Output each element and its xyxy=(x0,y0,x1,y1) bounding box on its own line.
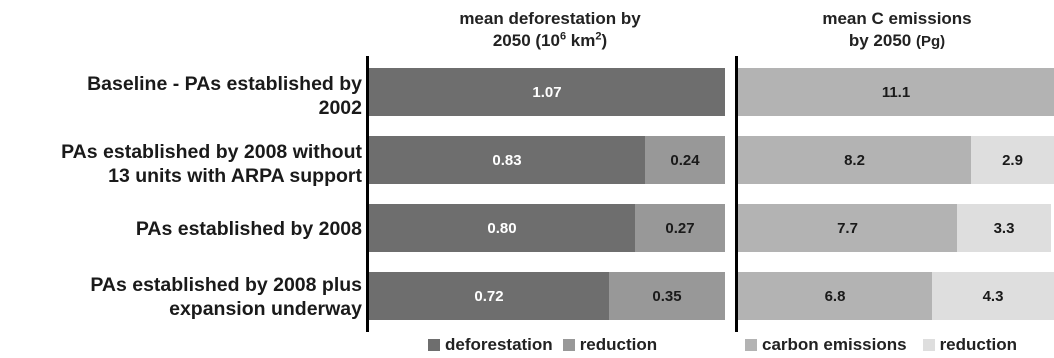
row-label-without-arpa: PAs established by 2008 without 13 units… xyxy=(0,140,362,188)
deforestation-legend: deforestation reduction xyxy=(428,335,667,355)
row-label-expansion: PAs established by 2008 plus expansion u… xyxy=(0,273,362,321)
deforestation-bar-deforestation-row-2 xyxy=(369,136,645,184)
legend-label-emissions-reduction: reduction xyxy=(939,335,1018,354)
legend-swatch-reduction xyxy=(562,339,575,351)
legend-label-deforestation: deforestation xyxy=(445,335,553,354)
emissions-data-label-carbon-emissions-row-4: 6.8 xyxy=(824,287,846,305)
deforestation-axis-line xyxy=(366,56,369,332)
deforestation-bar-deforestation-row-4 xyxy=(369,272,609,320)
legend-swatch-deforestation xyxy=(428,339,440,351)
deforestation-data-label-deforestation-row-1: 1.07 xyxy=(532,83,562,101)
deforestation-title-exponent: 6 xyxy=(559,30,567,43)
legend-item-deforestation: deforestation xyxy=(428,335,553,355)
row-label-baseline: Baseline - PAs established by 2002 xyxy=(0,72,362,120)
deforestation-title-line1: mean deforestation by xyxy=(459,9,641,28)
row-label-line1: Baseline - PAs established by xyxy=(87,73,362,95)
emissions-bar-carbon-emissions-row-4 xyxy=(738,272,932,320)
emissions-data-label-reduction-row-3: 3.3 xyxy=(993,219,1015,237)
row-label-line2: 13 units with ARPA support xyxy=(108,165,362,187)
emissions-bar-reduction-row-3 xyxy=(957,204,1051,252)
deforestation-bar-reduction-row-3 xyxy=(635,204,725,252)
deforestation-title-line2b: km xyxy=(566,31,596,50)
emissions-title-line1: mean C emissions xyxy=(822,9,972,28)
deforestation-data-label-reduction-row-2: 0.24 xyxy=(670,151,700,169)
legend-item-reduction: reduction xyxy=(562,335,658,355)
emissions-bar-carbon-emissions-row-1 xyxy=(738,68,1054,116)
deforestation-data-label-reduction-row-3: 0.27 xyxy=(665,219,695,237)
emissions-bar-reduction-row-4 xyxy=(932,272,1054,320)
emissions-data-label-reduction-row-2: 2.9 xyxy=(1002,151,1023,169)
row-label-line2: 2002 xyxy=(318,97,362,119)
row-label-2008: PAs established by 2008 xyxy=(0,217,362,241)
deforestation-title-line2c: ) xyxy=(601,31,608,50)
deforestation-data-label-deforestation-row-4: 0.72 xyxy=(474,287,504,305)
emissions-data-label-carbon-emissions-row-1: 11.1 xyxy=(881,83,911,101)
deforestation-bar-reduction-row-4 xyxy=(609,272,725,320)
row-label-line1: PAs established by 2008 plus xyxy=(90,274,362,296)
deforestation-data-label-reduction-row-4: 0.35 xyxy=(652,287,682,305)
deforestation-bar-deforestation-row-3 xyxy=(369,204,635,252)
deforestation-panel-title: mean deforestation by 2050 (106 km2) xyxy=(372,8,728,52)
legend-label-carbon-emissions: carbon emissions xyxy=(762,335,907,354)
emissions-bar-carbon-emissions-row-3 xyxy=(738,204,957,252)
deforestation-title-area-exponent: 2 xyxy=(595,30,602,43)
emissions-title-line2: by 2050 xyxy=(848,31,912,50)
deforestation-bar-reduction-row-2 xyxy=(645,136,725,184)
legend-item-carbon-emissions: carbon emissions xyxy=(745,335,907,355)
emissions-title-unit: (Pg) xyxy=(915,33,946,50)
legend-swatch-carbon-emissions xyxy=(745,339,757,351)
deforestation-title-line2a: 2050 (10 xyxy=(492,31,560,50)
deforestation-data-label-deforestation-row-3: 0.80 xyxy=(487,219,517,237)
legend-label-reduction: reduction xyxy=(579,335,658,354)
emissions-data-label-reduction-row-4: 4.3 xyxy=(982,287,1004,305)
emissions-panel-title: mean C emissions by 2050 (Pg) xyxy=(740,8,1054,53)
row-label-line1: PAs established by 2008 without xyxy=(61,141,362,163)
row-label-line1: PAs established by 2008 xyxy=(135,218,362,240)
emissions-legend: carbon emissions reduction xyxy=(745,335,1027,355)
row-label-line2: expansion underway xyxy=(169,298,362,320)
legend-item-emissions-reduction: reduction xyxy=(922,335,1018,355)
deforestation-bar-deforestation-row-1 xyxy=(369,68,725,116)
deforestation-data-label-deforestation-row-2: 0.83 xyxy=(492,151,522,169)
emissions-bar-reduction-row-2 xyxy=(971,136,1054,184)
emissions-bar-carbon-emissions-row-2 xyxy=(738,136,971,184)
legend-swatch-emissions-reduction xyxy=(922,339,935,351)
emissions-data-label-carbon-emissions-row-3: 7.7 xyxy=(837,219,858,237)
emissions-data-label-carbon-emissions-row-2: 8.2 xyxy=(844,151,865,169)
emissions-axis-line xyxy=(735,56,738,332)
